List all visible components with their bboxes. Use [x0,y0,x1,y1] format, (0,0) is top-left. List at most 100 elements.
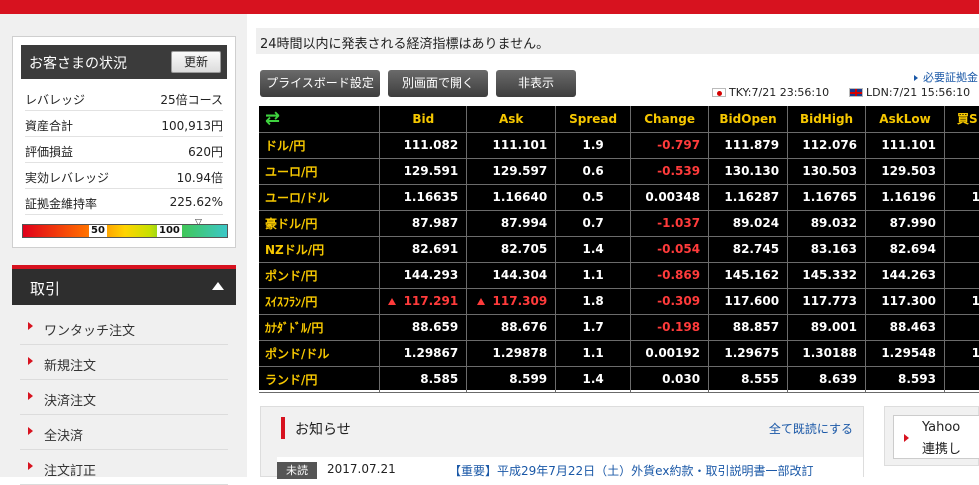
refresh-button[interactable]: 更新 [171,51,221,73]
refresh-rates-icon[interactable]: ⇄ [259,106,381,133]
ask-price[interactable]: 144.304 [492,268,548,282]
trade-item-new-order[interactable]: 新規注文 [20,346,228,380]
price-row[interactable]: ポンド/ドル 1.29867 1.29878 1.1 0.00192 1.29675 1.3… [259,340,979,367]
spread-value-cell: 1.1 [555,262,632,289]
ask-price[interactable]: 1.29878 [492,346,548,360]
column-header-ask[interactable]: Ask [466,106,557,133]
trade-item-modify-order[interactable]: 注文訂正 [20,451,228,485]
trade-item-label: 注文訂正 [44,464,97,479]
price-row[interactable]: ポンド/円 144.293 144.304 1.1 -0.869 145.162 145.3… [259,262,979,289]
yahoo-link-button[interactable]: Yahoo 連携し [893,415,979,459]
up-arrow-icon [476,298,485,305]
bid-price-cell[interactable]: 144.293 [379,262,468,289]
ask-price-cell[interactable]: 87.994 [466,210,557,237]
column-header-spread[interactable]: Spread [555,106,632,133]
ask-low-cell: 111.101 [865,132,945,159]
price-row[interactable]: NZドル/円 82.691 82.705 1.4 -0.054 82.745 83.163 8… [259,236,979,263]
price-row[interactable]: ｶﾅﾀﾞﾄﾞﾙ/円 88.659 88.676 1.7 -0.198 88.857 89.0… [259,314,979,341]
refresh-icon[interactable]: ⇄ [265,108,281,130]
bid-price[interactable]: 1.29867 [403,346,459,360]
price-row[interactable]: 豪ドル/円 87.987 87.994 0.7 -1.037 89.024 89.032 87… [259,210,979,237]
column-header-asklow[interactable]: AskLow [865,106,945,133]
bid-price[interactable]: 129.591 [403,164,459,178]
buy-value-cell [944,158,979,185]
bid-price[interactable]: 117.291 [403,294,459,308]
bid-price-cell[interactable]: 111.082 [379,132,468,159]
bid-price-cell[interactable]: 88.659 [379,314,468,341]
bid-price-cell[interactable]: 87.987 [379,210,468,237]
ask-price-cell[interactable]: 88.676 [466,314,557,341]
price-row[interactable]: ランド/円 8.585 8.599 1.4 0.030 8.555 8.639 8.593 [259,366,979,393]
ask-price[interactable]: 8.599 [509,372,548,386]
uk-flag-icon [849,88,863,97]
column-header-bidopen[interactable]: BidOpen [708,106,789,133]
currency-pair-cell: ドル/円 [259,132,381,159]
bid-price[interactable]: 144.293 [403,268,459,282]
collapse-caret-icon[interactable] [212,282,224,290]
news-item[interactable]: 未読 2017.07.21 【重要】平成29年7月22日（土）外貨ex約款・取引… [277,457,863,479]
hide-button[interactable]: 非表示 [496,70,576,97]
currency-pair: ドル/円 [265,138,306,153]
bid-price-cell[interactable]: 129.591 [379,158,468,185]
ask-price[interactable]: 88.676 [500,320,548,334]
price-row[interactable]: ｽｲｽﾌﾗﾝ/円 117.291 117.309 1.8 -0.309 117.600 11… [259,288,979,315]
bid-high-cell: 1.30188 [787,340,867,367]
bid-price-cell[interactable]: 8.585 [379,366,468,393]
bid-high: 8.639 [819,372,858,386]
bid-price-cell[interactable]: 1.29867 [379,340,468,367]
news-link[interactable]: 【重要】平成29年7月22日（土）外貨ex約款・取引説明書一部改訂 [449,464,814,478]
change-value: -0.309 [657,294,701,308]
spread-value: 1.4 [582,372,604,386]
trade-section-header[interactable]: 取引 [12,269,236,305]
economic-indicator-text: 24時間以内に発表される経済指標はありません。 [260,37,550,52]
chevron-right-icon [28,357,33,365]
bid-price[interactable]: 88.659 [411,320,459,334]
ask-price-cell[interactable]: 1.29878 [466,340,557,367]
price-row[interactable]: ユーロ/ドル 1.16635 1.16640 0.5 0.00348 1.16287 1.1… [259,184,979,211]
gauge-mark-100: 100 [157,225,182,237]
price-row[interactable]: ドル/円 111.082 111.101 1.9 -0.797 111.879 112.07… [259,132,979,159]
change-value-cell: -0.198 [630,314,710,341]
buy-value-cell [944,236,979,263]
column-header-buy[interactable]: 買S [944,106,979,133]
trade-item-settle-order[interactable]: 決済注文 [20,381,228,415]
price-row[interactable]: ユーロ/円 129.591 129.597 0.6 -0.539 130.130 130.5… [259,158,979,185]
ask-price[interactable]: 117.309 [492,294,548,308]
ask-price[interactable]: 111.101 [492,138,548,152]
column-header-bidhigh[interactable]: BidHigh [787,106,867,133]
price-board-table: ⇄ Bid Ask Spread Change BidOpen BidHigh … [259,106,979,393]
bid-price[interactable]: 111.082 [403,138,459,152]
bid-price-cell[interactable]: 117.291 [379,288,468,315]
trade-item-settle-all[interactable]: 全決済 [20,416,228,450]
buy-value-cell: 1 [944,340,979,367]
column-header-bid[interactable]: Bid [379,106,468,133]
ask-price[interactable]: 129.597 [492,164,548,178]
bid-price[interactable]: 82.691 [411,242,459,256]
ask-price-cell[interactable]: 129.597 [466,158,557,185]
bid-price-cell[interactable]: 82.691 [379,236,468,263]
ask-low: 82.694 [889,242,936,256]
bid-open-cell: 1.29675 [708,340,789,367]
required-margin-link[interactable]: 必要証拠金 [914,69,978,85]
ask-price[interactable]: 87.994 [500,216,548,230]
column-header-change[interactable]: Change [630,106,710,133]
price-board-settings-button[interactable]: プライスボード設定 [260,70,380,97]
tokyo-time: TKY:7/21 23:56:10 [729,86,830,99]
ask-price-cell[interactable]: 144.304 [466,262,557,289]
ask-price[interactable]: 82.705 [500,242,548,256]
trade-item-one-touch[interactable]: ワンタッチ注文 [20,311,228,345]
bid-price[interactable]: 1.16635 [403,190,459,204]
ask-price-cell[interactable]: 117.309 [466,288,557,315]
ask-price-cell[interactable]: 1.16640 [466,184,557,211]
ask-price-cell[interactable]: 8.599 [466,366,557,393]
ask-price-cell[interactable]: 82.705 [466,236,557,263]
bid-price[interactable]: 87.987 [411,216,459,230]
mark-all-read-link[interactable]: 全て既読にする [768,422,853,436]
open-new-window-button[interactable]: 別画面で開く [388,70,488,97]
ask-price-cell[interactable]: 111.101 [466,132,557,159]
bid-price-cell[interactable]: 1.16635 [379,184,468,211]
news-date: 2017.07.21 [327,462,396,476]
ask-price[interactable]: 1.16640 [492,190,548,204]
bid-price[interactable]: 8.585 [420,372,459,386]
tokyo-clock: TKY:7/21 23:56:10 [712,86,829,99]
